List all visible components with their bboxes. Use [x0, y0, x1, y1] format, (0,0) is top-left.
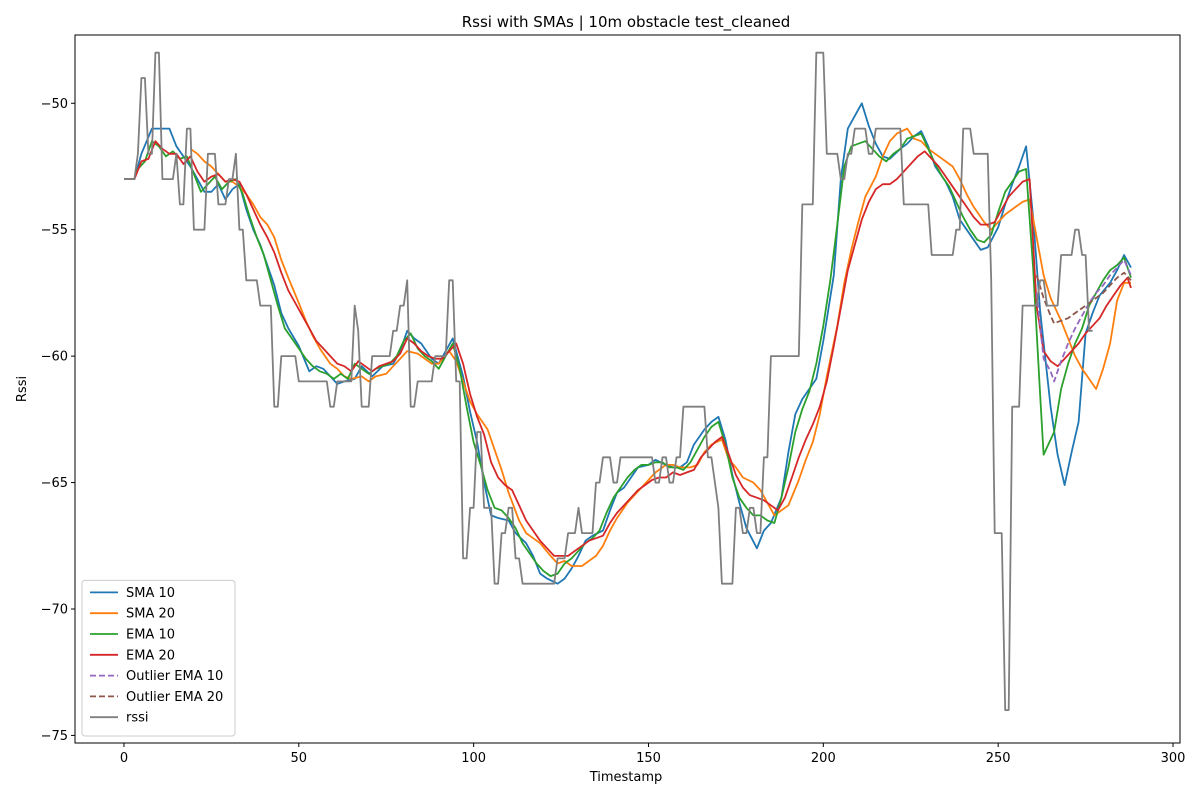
x-axis-label: Timestamp [589, 770, 663, 785]
legend: SMA 10 SMA 20 EMA 10 EMA 20 Outlier EMA 10 Ou… [81, 579, 236, 737]
y-tick-label: −70 [41, 602, 68, 617]
y-axis-label: Rssi [15, 376, 30, 402]
x-tick-label: 0 [120, 751, 128, 766]
x-tick-label: 200 [811, 751, 836, 766]
y-tick-label: −50 [41, 97, 68, 112]
y-axis: −75 −70 −65 −60 −55 −50 [41, 97, 75, 744]
legend-label: SMA 10 [126, 586, 175, 601]
x-tick-label: 250 [986, 751, 1011, 766]
legend-label: Outlier EMA 20 [126, 690, 223, 705]
series-line-sma-10 [124, 102, 1132, 585]
legend-label: rssi [126, 711, 149, 726]
y-tick-label: −60 [41, 350, 68, 365]
x-tick-label: 100 [461, 751, 486, 766]
y-tick-label: −55 [41, 223, 68, 238]
x-axis: 0 50 100 150 200 250 300 [120, 743, 1186, 766]
y-tick-label: −75 [41, 729, 68, 744]
series-line-outlier-ema-20 [1035, 271, 1132, 325]
series-line-ema-10 [124, 132, 1132, 577]
plot-area [74, 34, 1181, 744]
x-tick-label: 300 [1161, 751, 1186, 766]
series-line-rssi [124, 51, 1093, 711]
legend-label: SMA 20 [126, 607, 175, 622]
legend-label: Outlier EMA 10 [126, 669, 223, 684]
legend-label: EMA 10 [126, 628, 175, 643]
x-tick-label: 150 [636, 751, 661, 766]
chart-title: Rssi with SMAs | 10m obstacle test_clean… [462, 13, 791, 32]
series-layer [124, 51, 1132, 711]
legend-label: EMA 20 [126, 648, 175, 663]
axes-frame [74, 34, 1181, 744]
series-line-outlier-ema-10 [1035, 259, 1132, 383]
legend-box [81, 579, 236, 737]
series-line-ema-20 [124, 140, 1132, 557]
y-tick-label: −65 [41, 476, 68, 491]
x-tick-label: 50 [291, 751, 308, 766]
